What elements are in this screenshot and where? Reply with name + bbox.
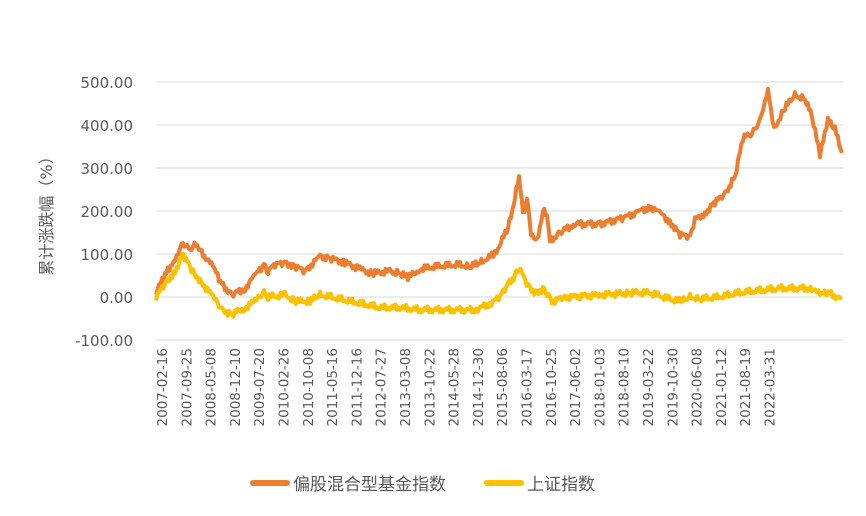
- legend-item-fund-index: 偏股混合型基金指数: [250, 470, 446, 495]
- legend-swatch-yellow: [484, 479, 524, 486]
- x-tick-label: 2008-12-10: [228, 348, 244, 426]
- x-tick-label: 2010-02-26: [277, 348, 293, 426]
- fund-index-line: [154, 86, 844, 299]
- x-axis-ticks: 2007-02-16 2007-09-25 2008-05-08 2008-12-10…: [155, 348, 779, 426]
- x-tick-label: 2022-03-31: [763, 348, 779, 426]
- x-tick-label: 2013-10-22: [422, 348, 438, 426]
- y-tick-label: 100.00: [81, 246, 134, 264]
- x-tick-label: 2014-12-30: [471, 348, 487, 426]
- sse-index-line: [154, 251, 844, 319]
- x-tick-label: 2021-08-19: [738, 348, 754, 426]
- x-tick-label: 2010-10-08: [301, 348, 317, 426]
- x-tick-label: 2012-07-27: [374, 348, 390, 426]
- series-lines: [154, 86, 844, 319]
- y-tick-label: 300.00: [81, 160, 134, 178]
- x-tick-label: 2013-03-08: [398, 348, 414, 426]
- x-tick-label: 2008-05-08: [204, 348, 220, 426]
- x-tick-label: 2017-06-02: [568, 348, 584, 426]
- legend-label: 上证指数: [527, 475, 595, 495]
- legend-item-sse-index: 上证指数: [484, 470, 595, 495]
- x-tick-label: 2007-02-16: [155, 348, 171, 426]
- legend-swatch-orange: [250, 479, 290, 486]
- y-tick-label: -100.00: [75, 332, 133, 350]
- y-axis-label: 累计涨跌幅（%）: [37, 148, 56, 275]
- x-tick-label: 2011-05-16: [325, 348, 341, 426]
- x-tick-label: 2007-09-25: [179, 348, 195, 426]
- x-tick-label: 2009-07-20: [252, 348, 268, 426]
- x-tick-label: 2020-06-08: [690, 348, 706, 426]
- y-tick-label: 500.00: [81, 74, 134, 92]
- y-axis-ticks: 500.00 400.00 300.00 200.00 100.00 0.00 -100.0…: [75, 74, 133, 350]
- x-tick-label: 2011-12-16: [349, 348, 365, 426]
- legend: 偏股混合型基金指数 上证指数: [250, 470, 633, 495]
- y-tick-label: 400.00: [81, 117, 134, 135]
- y-tick-label: 200.00: [81, 203, 134, 221]
- x-tick-label: 2015-08-06: [495, 348, 511, 426]
- x-tick-label: 2018-01-03: [592, 348, 608, 426]
- x-tick-label: 2019-10-30: [665, 348, 681, 426]
- x-tick-label: 2021-01-12: [714, 348, 730, 426]
- x-tick-label: 2014-05-28: [447, 348, 463, 426]
- x-tick-label: 2016-10-25: [544, 348, 560, 426]
- legend-label: 偏股混合型基金指数: [293, 475, 446, 495]
- x-tick-label: 2018-08-10: [617, 348, 633, 426]
- x-tick-label: 2019-03-22: [641, 348, 657, 426]
- x-tick-label: 2016-03-17: [520, 348, 536, 426]
- y-tick-label: 0.00: [100, 289, 133, 307]
